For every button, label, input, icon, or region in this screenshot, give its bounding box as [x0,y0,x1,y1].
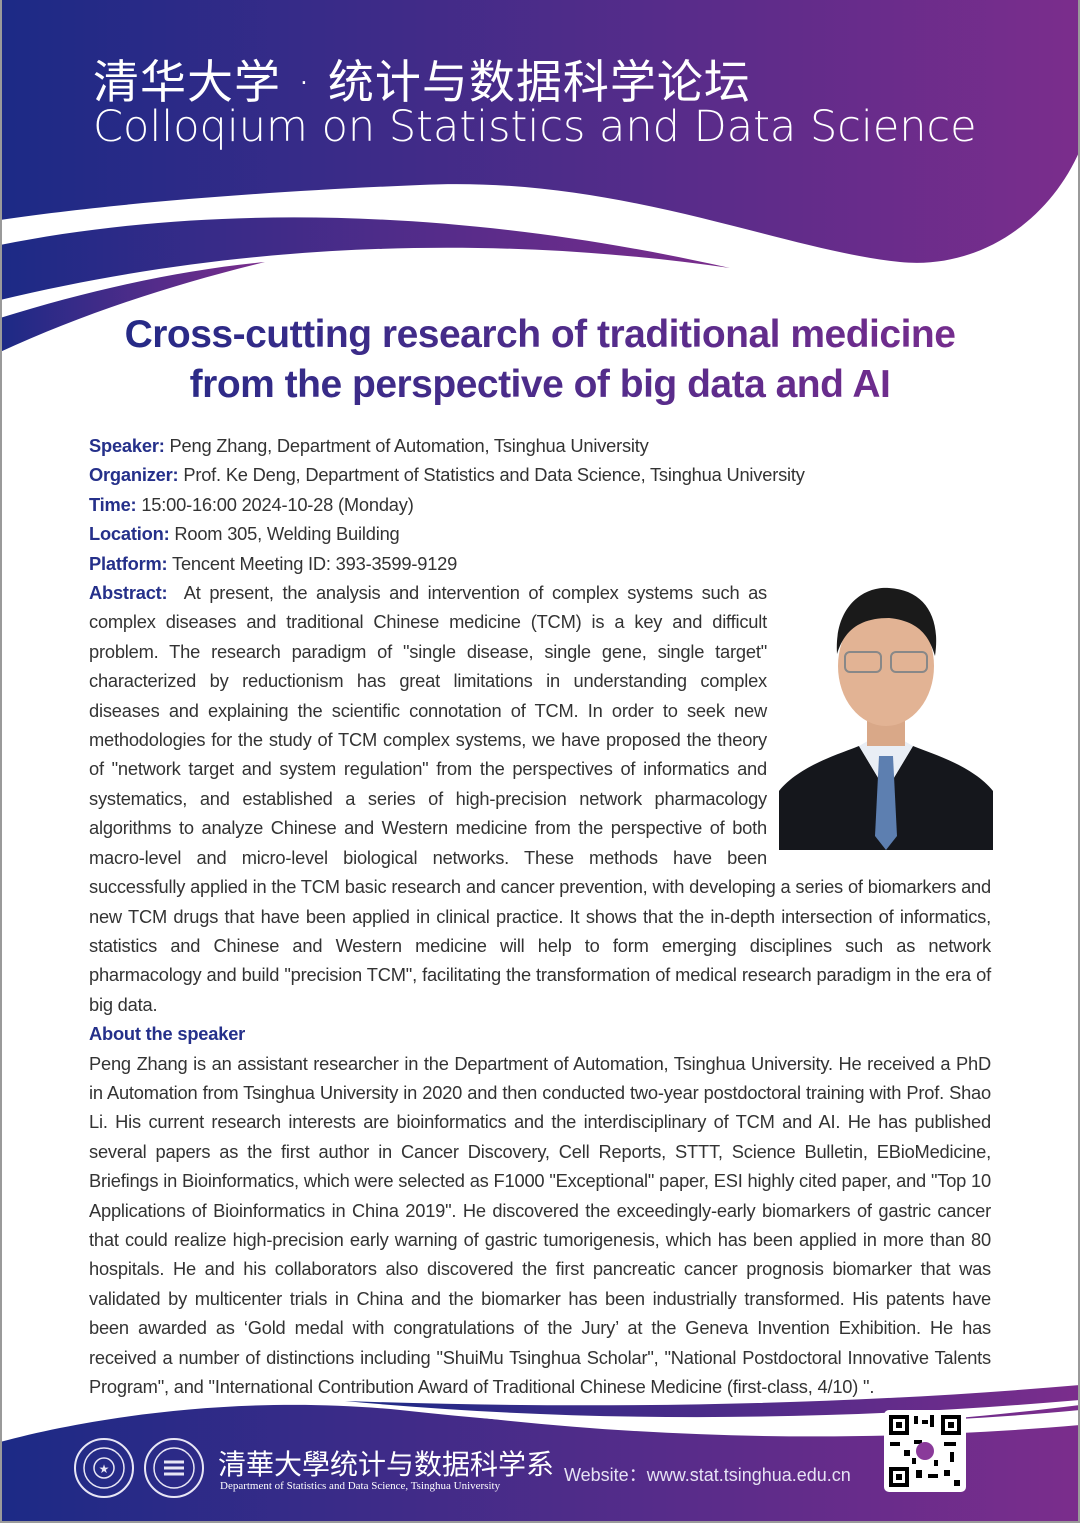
organizer-row: Organizer: Prof. Ke Deng, Department of … [89,460,991,489]
location-value: Room 305, Welding Building [174,523,400,545]
header-wave [0,0,1080,263]
speaker-bio: Peng Zhang is an assistant researcher in… [89,1052,991,1397]
location-row: Location: Room 305, Welding Building [89,519,991,548]
header-swoosh-1 [0,217,730,300]
header-swoosh-2 [0,262,265,352]
talk-title-line-1: Cross-cutting research of traditional me… [124,313,956,356]
speaker-label: Speaker: [89,435,165,456]
location-label: Location: [89,523,170,545]
poster-content: Speaker: Peng Zhang, Department of Autom… [89,431,993,1401]
forum-title-cn: 清华大学 · 统计与数据科学论坛 [93,55,751,109]
abstract-text: At present, the analysis and interventio… [89,582,991,1015]
department-name-en: Department of Statistics and Data Scienc… [220,1480,501,1492]
department-logo [144,1438,204,1498]
forum-title-en: Colloqium on Statistics and Data Science [93,102,977,152]
about-speaker-heading: About the speaker [89,1023,246,1045]
time-row: Time: 15:00-16:00 2024-10-28 (Monday) [89,490,991,519]
department-name-cn: 清華大學统计与数据科学系 [218,1448,555,1481]
speaker-photo [779,576,993,851]
tsinghua-seal-logo: ★ [74,1438,134,1498]
speaker-row: Speaker: Peng Zhang, Department of Autom… [89,431,991,460]
svg-text:★: ★ [99,1462,110,1476]
abstract-label: Abstract: [89,582,168,604]
talk-title-line-2: from the perspective of big data and AI [189,363,891,406]
abstract: Abstract: At present, the analysis and i… [89,578,991,1019]
platform-label: Platform: [89,552,168,574]
footer-blue-swoosh [345,1385,1080,1418]
speaker-value: Peng Zhang, Department of Automation, Ts… [169,435,649,456]
time-value: 15:00-16:00 2024-10-28 (Monday) [141,493,414,515]
talk-title: Cross-cutting research of traditional me… [60,310,1020,410]
qr-code [884,1410,966,1492]
website-link[interactable]: Website：www.stat.tsinghua.edu.cn [564,1465,851,1485]
platform-row: Platform: Tencent Meeting ID: 393-3599-9… [89,549,991,578]
time-label: Time: [89,493,137,515]
platform-value: Tencent Meeting ID: 393-3599-9129 [172,552,458,574]
organizer-label: Organizer: [89,464,179,486]
organizer-value: Prof. Ke Deng, Department of Statistics … [183,464,805,486]
